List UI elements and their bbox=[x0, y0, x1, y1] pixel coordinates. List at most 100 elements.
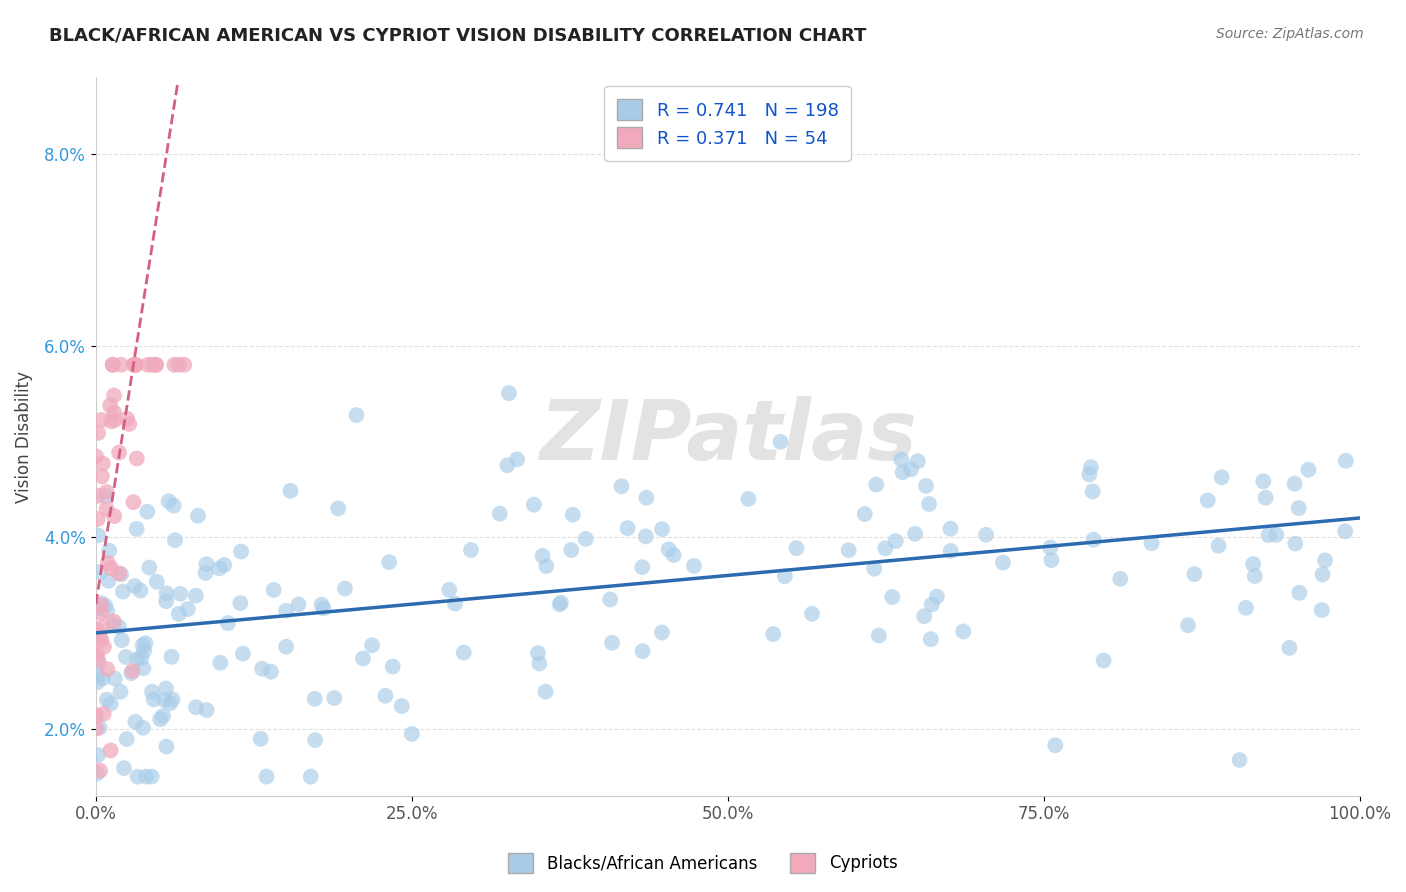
Point bbox=[939, 522, 962, 536]
Point bbox=[904, 526, 927, 541]
Point bbox=[939, 544, 962, 558]
Point bbox=[134, 636, 156, 650]
Point bbox=[333, 582, 356, 596]
Point bbox=[863, 562, 886, 576]
Point bbox=[194, 566, 217, 580]
Point bbox=[1257, 528, 1279, 542]
Point bbox=[1284, 536, 1306, 550]
Point bbox=[801, 607, 824, 621]
Point bbox=[87, 425, 110, 440]
Point bbox=[658, 542, 681, 557]
Point bbox=[145, 574, 167, 589]
Point bbox=[1298, 463, 1320, 477]
Point bbox=[912, 609, 935, 624]
Point bbox=[153, 693, 176, 707]
Point bbox=[498, 386, 520, 401]
Point bbox=[165, 533, 187, 548]
Point bbox=[1140, 536, 1163, 550]
Point bbox=[138, 560, 160, 574]
Point bbox=[600, 636, 623, 650]
Point bbox=[900, 462, 922, 476]
Point bbox=[127, 770, 149, 784]
Point bbox=[142, 692, 165, 706]
Point bbox=[1278, 640, 1301, 655]
Point bbox=[110, 358, 132, 372]
Point bbox=[599, 592, 621, 607]
Point bbox=[103, 388, 125, 402]
Point bbox=[87, 656, 110, 670]
Point bbox=[163, 499, 186, 513]
Point bbox=[1083, 533, 1105, 547]
Legend: R = 0.741   N = 198, R = 0.371   N = 54: R = 0.741 N = 198, R = 0.371 N = 54 bbox=[605, 87, 851, 161]
Point bbox=[280, 483, 302, 498]
Point bbox=[304, 691, 326, 706]
Point bbox=[101, 358, 124, 372]
Point bbox=[1253, 475, 1275, 489]
Point bbox=[94, 489, 117, 503]
Point bbox=[125, 358, 148, 372]
Point bbox=[636, 491, 658, 505]
Point bbox=[352, 651, 374, 665]
Point bbox=[1234, 600, 1257, 615]
Point bbox=[90, 606, 112, 620]
Point bbox=[634, 529, 657, 543]
Point bbox=[141, 685, 163, 699]
Point bbox=[1243, 569, 1265, 583]
Point bbox=[974, 528, 997, 542]
Point bbox=[84, 450, 107, 464]
Point bbox=[87, 489, 110, 503]
Point bbox=[125, 652, 148, 666]
Point bbox=[100, 414, 122, 428]
Point bbox=[249, 731, 271, 746]
Point bbox=[111, 584, 134, 599]
Point bbox=[769, 434, 792, 449]
Point bbox=[891, 465, 914, 479]
Point bbox=[124, 358, 146, 372]
Point bbox=[229, 544, 252, 558]
Point bbox=[124, 714, 146, 729]
Point bbox=[121, 664, 143, 678]
Point bbox=[1288, 586, 1310, 600]
Point bbox=[453, 646, 475, 660]
Point bbox=[401, 727, 423, 741]
Point bbox=[163, 358, 186, 372]
Point bbox=[534, 684, 557, 698]
Point bbox=[93, 640, 115, 654]
Point bbox=[177, 602, 200, 616]
Point bbox=[100, 697, 122, 711]
Point bbox=[381, 659, 404, 673]
Point bbox=[110, 567, 132, 582]
Point bbox=[1045, 739, 1067, 753]
Point bbox=[124, 579, 146, 593]
Point bbox=[104, 672, 127, 686]
Point bbox=[118, 417, 141, 431]
Point bbox=[89, 630, 111, 644]
Point bbox=[169, 587, 191, 601]
Point bbox=[260, 665, 283, 679]
Point bbox=[550, 596, 572, 610]
Point bbox=[890, 452, 912, 467]
Point bbox=[87, 653, 110, 667]
Point bbox=[1039, 541, 1062, 555]
Point bbox=[762, 627, 785, 641]
Point bbox=[737, 491, 759, 506]
Point bbox=[86, 623, 108, 637]
Point bbox=[232, 647, 254, 661]
Point bbox=[195, 558, 218, 572]
Point bbox=[111, 633, 134, 648]
Point bbox=[84, 602, 107, 616]
Point bbox=[89, 565, 111, 579]
Point bbox=[312, 601, 335, 615]
Point bbox=[90, 632, 112, 647]
Point bbox=[610, 479, 633, 493]
Point bbox=[86, 512, 108, 526]
Point bbox=[299, 770, 322, 784]
Point bbox=[287, 598, 309, 612]
Point bbox=[374, 689, 396, 703]
Point bbox=[1334, 454, 1357, 468]
Point bbox=[346, 408, 368, 422]
Point bbox=[460, 543, 482, 558]
Point bbox=[145, 358, 167, 372]
Point bbox=[98, 543, 121, 558]
Point bbox=[91, 457, 114, 471]
